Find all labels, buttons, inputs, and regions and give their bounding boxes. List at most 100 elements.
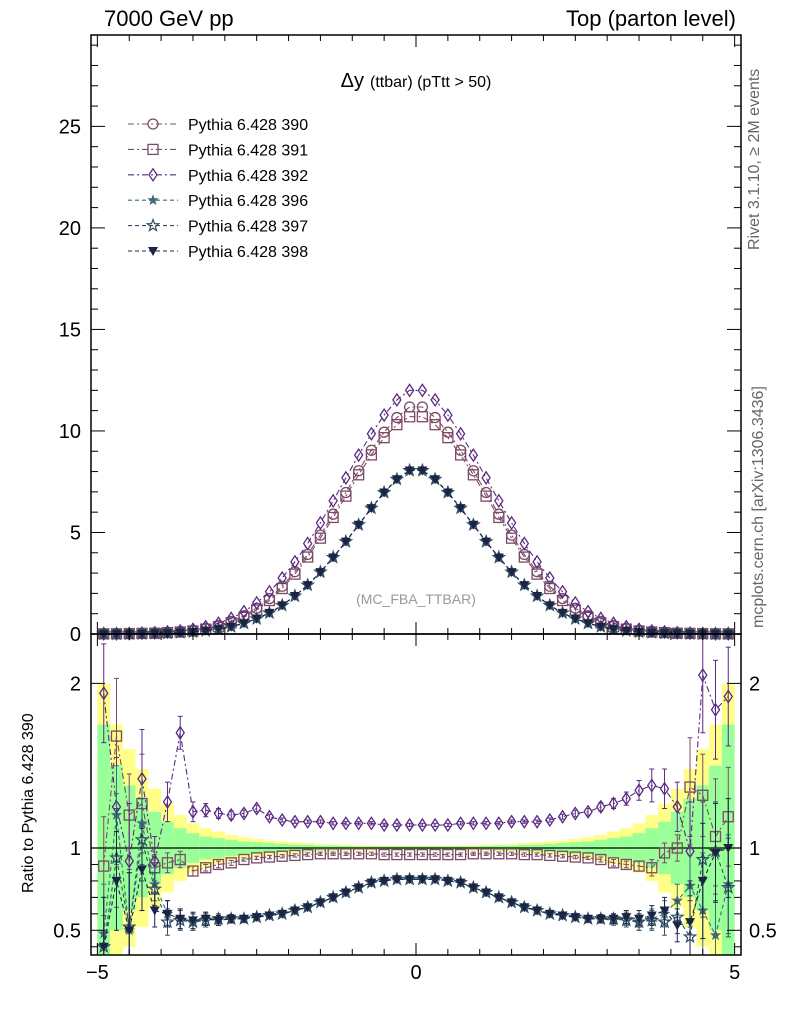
main-series-4: [96, 462, 736, 641]
main-data-point: [340, 537, 351, 547]
ratio-data-point: [238, 853, 250, 866]
main-data-point: [531, 568, 543, 580]
ratio-data-point: [162, 794, 173, 810]
legend-marker: [145, 217, 161, 232]
main-data-point: [621, 626, 632, 636]
ratio-data-point: [341, 816, 351, 831]
ratio-data-point: [417, 875, 428, 885]
ratio-data-point: [595, 914, 606, 924]
main-data-point: [238, 619, 249, 629]
header-left: 7000 GeV pp: [104, 6, 234, 31]
ratio-data-point: [710, 848, 721, 858]
main-data-point: [277, 570, 287, 586]
ratio-series-line: [103, 736, 729, 872]
ratio-data-point: [506, 898, 517, 908]
ratio-data-point: [327, 848, 339, 860]
main-data-point: [290, 554, 300, 570]
main-series-line: [103, 389, 729, 635]
ratio-data-point: [200, 802, 211, 818]
ratio-data-point: [212, 858, 225, 871]
ratio-data-point: [634, 914, 645, 924]
main-data-point: [289, 592, 300, 602]
ratio-data-point: [608, 914, 619, 924]
ratio-data-point: [277, 812, 287, 828]
ratio-data-point: [532, 814, 542, 829]
main-data-point: [277, 601, 288, 611]
ratio-data-point: [98, 686, 109, 701]
ratio-y-tick-label-right: 2: [749, 673, 760, 695]
main-data-point: [315, 568, 326, 578]
ratio-data-point: [583, 804, 593, 819]
ratio-data-point: [162, 909, 173, 919]
ratio-data-point: [365, 848, 378, 860]
x-tick-label: −5: [86, 962, 109, 984]
main-data-point: [493, 553, 504, 563]
ratio-data-point: [468, 816, 479, 831]
ratio-data-point: [493, 848, 505, 860]
main-series-line: [103, 469, 729, 635]
ratio-y-tick-label-left: 1: [70, 838, 81, 860]
ratio-data-point: [174, 853, 186, 866]
ratio-data-point: [302, 903, 313, 913]
ratio-data-point: [557, 809, 568, 824]
main-data-point: [646, 628, 657, 638]
ratio-data-point: [493, 893, 504, 903]
main-data-point: [352, 465, 365, 477]
ratio-data-point: [149, 853, 160, 869]
ratio-data-point: [620, 858, 632, 871]
ratio-data-point: [442, 876, 453, 886]
ratio-data-point: [467, 848, 480, 860]
ratio-data-point: [430, 817, 440, 833]
main-data-point: [442, 431, 454, 444]
main-series-5: [98, 466, 734, 639]
main-data-point: [379, 407, 389, 423]
main-data-point: [391, 419, 403, 431]
ratio-data-point: [443, 817, 453, 833]
legend-label: Pythia 6.428 396: [188, 193, 308, 210]
ratio-data-point: [238, 914, 249, 924]
ratio-data-point: [403, 848, 416, 861]
ratio-data-point: [480, 848, 492, 860]
analysis-watermark: (MC_FBA_TTBAR): [356, 591, 476, 607]
legend-marker: [147, 143, 159, 156]
ratio-data-point: [505, 848, 518, 860]
main-data-point: [302, 536, 313, 551]
y-tick-label: 20: [59, 218, 81, 240]
legend-label: Pythia 6.428 390: [188, 117, 308, 134]
ratio-data-point: [314, 848, 327, 860]
legend-label: Pythia 6.428 397: [188, 219, 308, 236]
main-data-point: [251, 614, 262, 624]
ratio-data-point: [481, 816, 491, 831]
ratio-data-point: [697, 789, 709, 801]
legend-marker: [148, 167, 158, 182]
ratio-data-point: [672, 921, 683, 931]
ratio-data-point: [315, 814, 326, 829]
ratio-data-point: [251, 852, 263, 864]
ratio-y-tick-label-left: 0.5: [53, 920, 81, 942]
ratio-data-point: [379, 876, 390, 886]
ratio-data-point: [290, 814, 300, 829]
ratio-data-point: [506, 814, 517, 829]
ratio-data-point: [582, 852, 594, 864]
main-data-point: [353, 520, 364, 530]
ratio-data-point: [98, 942, 109, 952]
main-data-point: [200, 626, 211, 636]
ratio-data-point: [328, 893, 339, 903]
ratio-data-point: [251, 801, 262, 816]
ratio-data-point: [595, 853, 607, 866]
y-tick-label: 10: [59, 421, 81, 443]
ratio-data-point: [302, 848, 314, 861]
ratio-data-point: [111, 876, 122, 886]
main-data-point: [505, 532, 518, 544]
ratio-data-point: [570, 806, 581, 821]
ratio-data-point: [187, 865, 199, 877]
main-data-point: [443, 407, 453, 423]
ratio-data-point: [110, 730, 123, 742]
ratio-data-point: [379, 817, 389, 833]
main-data-point: [302, 551, 314, 563]
y-tick-label: 15: [59, 319, 81, 341]
ratio-data-point: [468, 883, 479, 893]
main-data-point: [429, 411, 441, 424]
ratio-data-point: [659, 906, 670, 916]
main-data-point: [365, 449, 378, 461]
